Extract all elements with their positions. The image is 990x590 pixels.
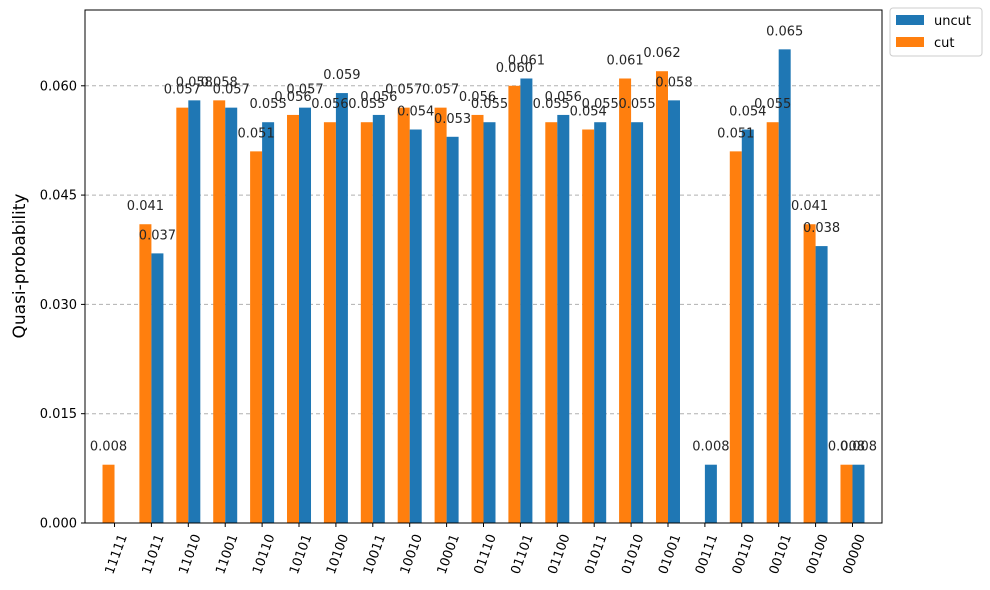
bar-uncut (483, 122, 496, 523)
value-label-uncut: 0.056 (545, 90, 582, 105)
value-label-uncut: 0.061 (508, 53, 545, 68)
bar-cut (250, 151, 263, 524)
bar-cut (729, 151, 742, 524)
bar-uncut (594, 122, 607, 523)
value-label-uncut: 0.058 (176, 75, 213, 90)
value-label-uncut: 0.037 (139, 228, 176, 243)
legend-swatch-uncut (896, 15, 924, 25)
y-axis: 0.000 0.015 0.030 0.045 0.060 (40, 79, 85, 532)
bar-cut (323, 122, 336, 523)
bar-cut (619, 78, 632, 523)
y-tick-label: 0.015 (40, 407, 77, 422)
bar-uncut (852, 464, 865, 523)
value-label-cut: 0.060 (496, 61, 533, 76)
value-label-uncut: 0.055 (582, 97, 619, 112)
value-label-uncut: 0.055 (250, 97, 287, 112)
bar-uncut (667, 100, 680, 523)
bar-uncut (815, 246, 828, 523)
y-tick-label: 0.045 (40, 189, 77, 204)
value-label-cut: 0.061 (606, 53, 643, 68)
bar-uncut (188, 100, 201, 523)
bar-uncut (741, 129, 754, 523)
value-label-uncut: 0.038 (803, 221, 840, 236)
value-label-cut: 0.057 (422, 83, 459, 98)
bar-uncut (704, 464, 717, 523)
value-label-cut: 0.057 (164, 83, 201, 98)
value-label-uncut: 0.057 (213, 83, 250, 98)
value-label-cut: 0.055 (348, 97, 385, 112)
bar-uncut (520, 78, 533, 523)
value-label-uncut: 0.008 (840, 440, 877, 455)
value-label-cut: 0.056 (311, 97, 348, 112)
bar-cut (840, 464, 853, 523)
legend-swatch-cut (896, 37, 924, 47)
bar-cut (397, 107, 410, 523)
bar-uncut (299, 107, 312, 523)
bar-uncut (446, 136, 459, 524)
value-label-cut: 0.008 (828, 440, 865, 455)
bar-uncut (631, 122, 644, 523)
bar-cut (471, 114, 484, 523)
value-label-uncut: 0.058 (655, 75, 692, 90)
value-label-cut: 0.055 (754, 97, 791, 112)
bars (102, 49, 865, 524)
value-label-cut: 0.051 (238, 126, 275, 141)
value-label-uncut: 0.057 (286, 83, 323, 98)
bar-uncut (225, 107, 238, 523)
bar-uncut (335, 93, 348, 524)
bar-cut (508, 85, 521, 523)
bar-uncut (372, 114, 385, 523)
value-label-uncut: 0.055 (471, 97, 508, 112)
bar-cut (139, 224, 152, 524)
value-label-uncut: 0.054 (397, 105, 434, 120)
value-label-cut: 0.057 (385, 83, 422, 98)
value-label-cut: 0.056 (274, 90, 311, 105)
y-tick-label: 0.060 (40, 79, 77, 94)
bar-uncut (151, 253, 164, 523)
value-label-uncut: 0.055 (618, 97, 655, 112)
bar-cut (582, 129, 595, 523)
value-label-cut: 0.051 (717, 126, 754, 141)
value-label-cut: 0.058 (201, 75, 238, 90)
value-label-cut: 0.041 (127, 199, 164, 214)
value-labels: 0.0080.0410.0370.0570.0580.0580.0570.051… (90, 24, 877, 454)
bar-uncut (778, 49, 791, 524)
value-label-uncut: 0.056 (360, 90, 397, 105)
y-tick-label: 0.030 (40, 298, 77, 313)
y-axis-title: Quasi-probability (10, 194, 30, 339)
value-label-cut: 0.041 (791, 199, 828, 214)
bar-cut (287, 114, 300, 523)
legend: uncut cut (889, 7, 983, 57)
bar-cut (766, 122, 779, 523)
bar-cut (655, 71, 668, 523)
bar-uncut (409, 129, 422, 523)
value-label-uncut: 0.053 (434, 112, 471, 127)
bar-cut (434, 107, 447, 523)
value-label-uncut: 0.065 (766, 24, 803, 39)
value-label-cut: 0.056 (459, 90, 496, 105)
bar-cut (360, 122, 373, 523)
value-label-uncut: 0.008 (692, 440, 729, 455)
bar-cut (102, 464, 115, 523)
legend-label-cut: cut (934, 36, 954, 51)
value-label-cut: 0.055 (533, 97, 570, 112)
bar-uncut (262, 122, 275, 523)
value-label-uncut: 0.054 (729, 105, 766, 120)
bar-cut (803, 224, 816, 524)
value-label-cut: 0.062 (643, 46, 680, 61)
y-tick-label: 0.000 (40, 517, 77, 532)
bar-cut (545, 122, 558, 523)
bar-cut (176, 107, 189, 523)
bar-uncut (557, 114, 570, 523)
value-label-uncut: 0.059 (323, 68, 360, 83)
bar-cut (213, 100, 226, 523)
legend-label-uncut: uncut (934, 14, 971, 29)
value-label-cut: 0.008 (90, 440, 127, 455)
value-label-cut: 0.054 (570, 105, 607, 120)
